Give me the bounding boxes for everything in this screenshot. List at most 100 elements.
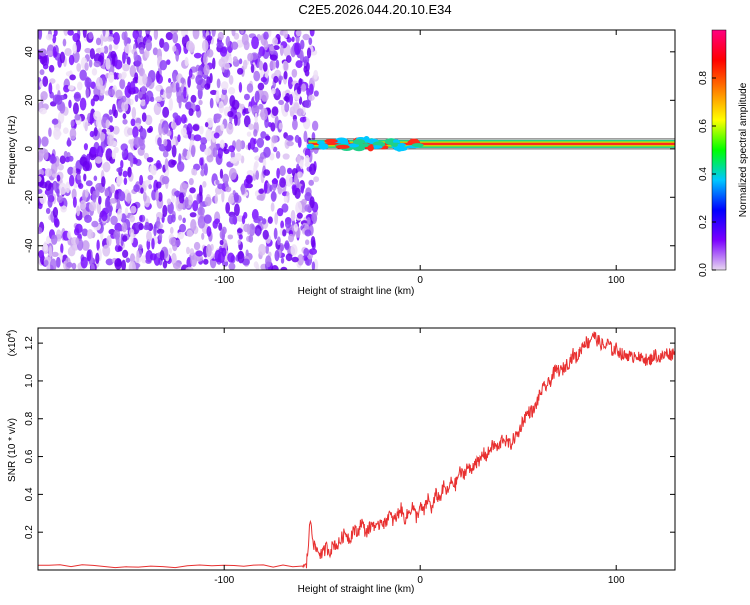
heatmap-cell: [145, 30, 151, 34]
heatmap-cell: [172, 112, 179, 120]
heatmap-cell: [38, 188, 43, 195]
heatmap-cell: [202, 180, 207, 188]
heatmap-cell: [334, 137, 348, 144]
heatmap-cell: [89, 112, 93, 126]
heatmap-cell: [205, 128, 213, 142]
snr-panel: -100 0 100 0.2 0.4 0.6 0.8 1.0 1.2 Height of st…: [6, 327, 676, 595]
heatmap-cell: [130, 118, 136, 127]
heatmap-cell: [283, 70, 288, 80]
y-tick-label: 1.0: [24, 374, 35, 388]
heatmap-cell: [110, 184, 116, 194]
heatmap-cell: [280, 220, 285, 229]
heatmap-cell: [227, 195, 235, 205]
heatmap-cell: [257, 82, 265, 91]
heatmap-cell: [219, 239, 224, 246]
snr-y-ticks: 0.2 0.4 0.6 0.8 1.0 1.2: [24, 336, 675, 539]
heatmap-cell: [218, 222, 223, 231]
heatmap-cell: [170, 214, 176, 223]
heatmap-cell: [91, 220, 99, 228]
heatmap-cell: [102, 161, 111, 173]
heatmap-cell: [285, 135, 294, 141]
heatmap-cell: [121, 222, 128, 233]
heatmap-cell: [42, 76, 49, 87]
heatmap-cell: [62, 127, 69, 135]
heatmap-cell: [38, 175, 42, 183]
heatmap-cell: [86, 249, 92, 262]
heatmap-cell: [232, 56, 238, 62]
heatmap-cell: [172, 45, 177, 52]
heatmap-cell: [260, 131, 267, 139]
heatmap-cell: [272, 146, 278, 153]
heatmap-cell: [70, 119, 75, 127]
heatmap-cell: [214, 113, 222, 120]
heatmap-cell: [216, 78, 221, 89]
heatmap-cell: [206, 48, 214, 58]
x-tick-label: 0: [417, 275, 423, 286]
heatmap-cell: [283, 30, 288, 39]
heatmap-cell: [263, 31, 269, 40]
heatmap-cell: [120, 95, 127, 103]
snr-x-ticks: -100 0 100: [214, 328, 625, 586]
heatmap-cell: [395, 145, 403, 152]
heatmap-cell: [163, 123, 169, 135]
heatmap-cell: [238, 234, 243, 240]
heatmap-cell: [96, 239, 100, 251]
heatmap-cell: [108, 44, 113, 51]
heatmap-cell: [120, 159, 124, 169]
heatmap-cell: [147, 174, 154, 181]
heatmap-cell: [52, 46, 57, 59]
heatmap-cell: [187, 194, 193, 206]
heatmap-cell: [306, 143, 315, 150]
heatmap-cell: [280, 257, 285, 264]
heatmap-cell: [311, 132, 316, 142]
heatmap-cell: [251, 104, 260, 116]
heatmap-cell: [193, 163, 201, 171]
heatmap-cell: [296, 86, 302, 95]
heatmap-cell: [294, 173, 298, 185]
heatmap-cell: [306, 47, 312, 59]
heatmap-cell: [95, 182, 104, 191]
heatmap-cell: [188, 177, 194, 186]
heatmap-cell: [106, 128, 111, 136]
heatmap-cell: [299, 159, 304, 170]
heatmap-cell: [38, 227, 43, 234]
heatmap-cell: [308, 37, 313, 46]
heatmap-cell: [119, 78, 126, 90]
heatmap-cell: [50, 162, 58, 174]
heatmap-cell: [267, 216, 273, 224]
heatmap-cell: [189, 212, 197, 218]
heatmap-cell: [234, 152, 242, 162]
heatmap-cell: [246, 223, 251, 235]
heatmap-cell: [146, 230, 152, 242]
heatmap-cell: [311, 261, 316, 270]
heatmap-cell: [81, 240, 90, 251]
heatmap-cell: [45, 207, 51, 214]
heatmap-cell: [138, 67, 145, 77]
heatmap-cell: [54, 94, 63, 105]
heatmap-cell: [258, 243, 266, 256]
snr-multiplier-text: (x104): [6, 330, 18, 357]
heatmap-cell: [56, 195, 64, 204]
heatmap-cell: [257, 51, 262, 59]
heatmap-cell: [143, 224, 151, 231]
heatmap-cell: [171, 252, 177, 266]
heatmap-cell: [286, 140, 294, 147]
heatmap-cell: [195, 74, 203, 86]
heatmap-cell: [228, 86, 236, 95]
heatmap-cell: [261, 218, 267, 225]
heatmap-cell: [150, 96, 155, 103]
heatmap-cell: [210, 89, 218, 96]
heatmap-cell: [163, 139, 168, 147]
heatmap-cell: [262, 158, 267, 168]
heatmap-cell: [271, 135, 278, 144]
heatmap-cell: [174, 190, 182, 197]
heatmap-cell: [146, 156, 154, 163]
heatmap-cell: [95, 252, 100, 265]
heatmap-cell: [291, 36, 295, 43]
heatmap-cell: [52, 206, 59, 218]
heatmap-cell: [69, 174, 75, 187]
heatmap-cell: [203, 64, 210, 76]
heatmap-cell: [219, 46, 228, 57]
heatmap-cell: [220, 123, 225, 132]
heatmap-cell: [88, 201, 97, 212]
